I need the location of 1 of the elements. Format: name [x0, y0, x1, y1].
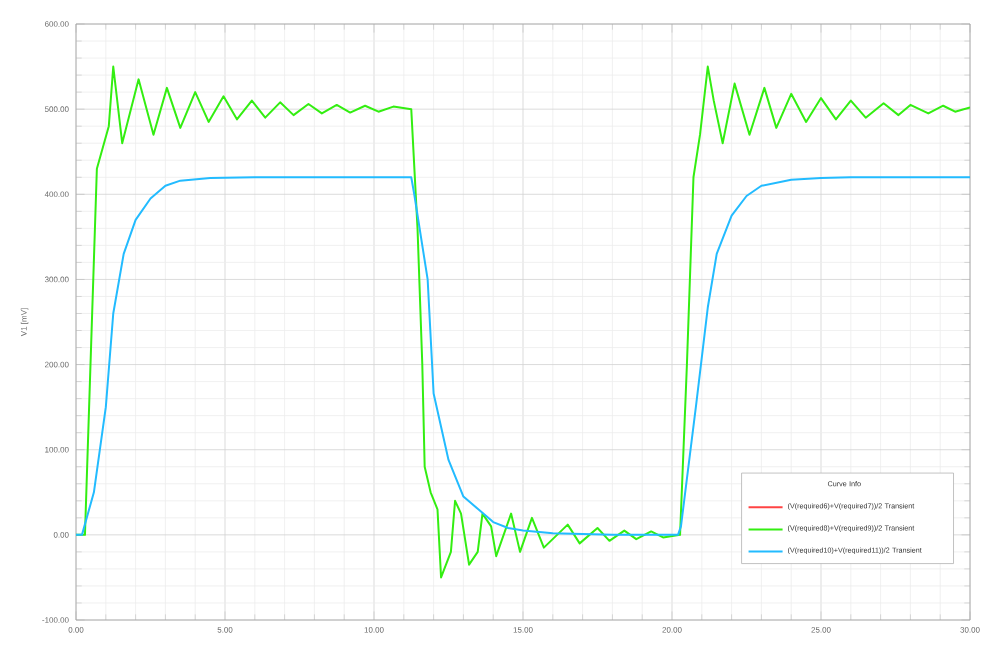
- line-series: [76, 176, 971, 536]
